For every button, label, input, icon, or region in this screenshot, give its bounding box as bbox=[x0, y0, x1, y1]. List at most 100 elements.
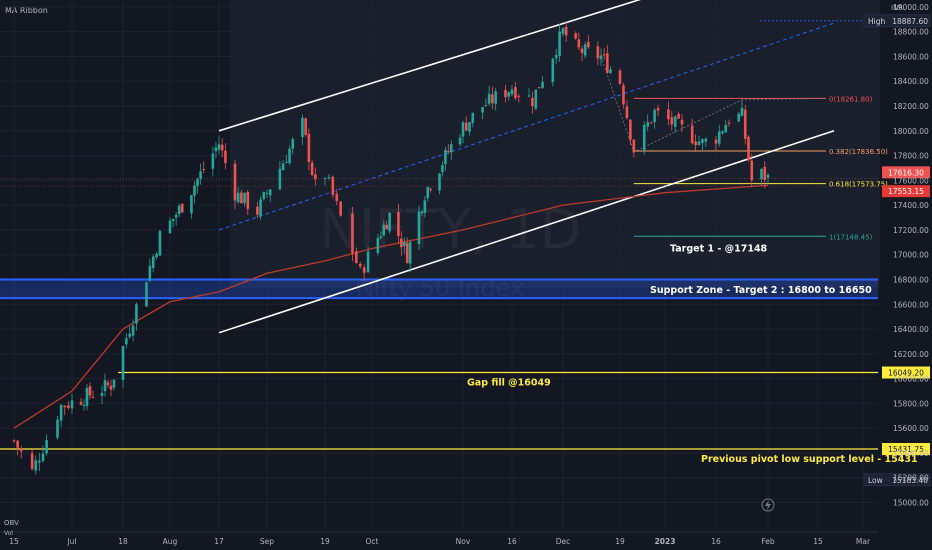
y-tick-label: 15600.00 bbox=[893, 424, 929, 433]
candle-body bbox=[38, 460, 41, 463]
candle-body bbox=[382, 224, 386, 236]
candle-body bbox=[82, 405, 86, 407]
candle-body bbox=[335, 193, 339, 202]
candle-body bbox=[243, 192, 246, 204]
candle-body bbox=[649, 122, 653, 124]
candle-body bbox=[56, 419, 59, 438]
last-price-text: 17553.15 bbox=[888, 187, 924, 196]
trend-channel bbox=[218, 0, 835, 334]
x-tick-label: 2023 bbox=[655, 537, 676, 546]
vol-label: Vol bbox=[4, 530, 13, 537]
level-label: Previous pivot low support level - 15431 bbox=[701, 454, 918, 465]
target1-label: Target 1 - @17148 bbox=[670, 243, 768, 254]
candle-body bbox=[653, 109, 656, 123]
price-axis[interactable]: 15000.00 15200.00 15400.00 15600.00 15800.00… bbox=[893, 0, 929, 508]
x-tick-label: Nov bbox=[456, 537, 471, 546]
lightning-icon[interactable] bbox=[761, 498, 775, 512]
x-tick-label: Dec bbox=[556, 537, 571, 546]
candle-body bbox=[327, 176, 331, 178]
candle-body bbox=[517, 95, 521, 97]
candle-body bbox=[458, 137, 462, 145]
candle-body bbox=[750, 160, 754, 181]
last-price-tag bbox=[882, 185, 930, 198]
candle-body bbox=[558, 31, 561, 56]
candle-body bbox=[487, 93, 491, 104]
candle-body bbox=[125, 338, 128, 345]
x-tick-label: 16 bbox=[507, 537, 517, 546]
candle-body bbox=[701, 139, 704, 144]
support-zone-band bbox=[0, 279, 878, 299]
time-axis[interactable]: 15 Jul 18 Aug 17 Sep 19 Oct Nov 16 Dec 19 2023 16 Feb 1… bbox=[0, 531, 878, 546]
y-tick-label: 15800.00 bbox=[893, 399, 929, 408]
extreme-tag-value: 18887.60 bbox=[892, 17, 928, 26]
x-tick-label: 18 bbox=[118, 537, 128, 546]
candle-body bbox=[438, 173, 441, 191]
candle-body bbox=[148, 265, 152, 281]
y-tick-label: 17800.00 bbox=[893, 152, 929, 161]
extreme-tag bbox=[863, 14, 931, 28]
candle-body bbox=[45, 440, 48, 454]
candle-body bbox=[714, 139, 718, 144]
candle-body bbox=[202, 169, 205, 171]
candle-body bbox=[180, 203, 184, 213]
candle-body bbox=[135, 304, 138, 324]
candle-body bbox=[362, 267, 366, 273]
y-tick-label: 15200.00 bbox=[893, 474, 929, 483]
candle-body bbox=[193, 185, 196, 196]
level-label: Gap fill @16049 bbox=[467, 378, 551, 389]
candle-body bbox=[510, 89, 514, 95]
candle-body bbox=[388, 212, 391, 232]
candle-body bbox=[642, 124, 646, 151]
x-tick-label: 16 bbox=[711, 537, 721, 546]
candle-body bbox=[233, 163, 237, 201]
candle-body bbox=[420, 211, 424, 214]
candle-body bbox=[220, 144, 224, 151]
candle-body bbox=[199, 171, 202, 179]
candle-body bbox=[217, 144, 221, 150]
candle-body bbox=[580, 48, 584, 54]
candle-body bbox=[727, 122, 731, 124]
candle-body bbox=[747, 136, 750, 161]
candle-body bbox=[177, 205, 181, 215]
candle-body bbox=[91, 396, 95, 398]
candle-body bbox=[724, 124, 728, 133]
candle-body bbox=[690, 125, 694, 144]
y-tick-label: 15400.00 bbox=[893, 449, 929, 458]
candle-body bbox=[34, 460, 38, 471]
candle-body bbox=[481, 107, 484, 113]
x-tick-label: 15 bbox=[813, 537, 823, 546]
candle-body bbox=[766, 174, 770, 178]
fib-connector bbox=[600, 56, 827, 153]
x-tick-label: 15 bbox=[9, 537, 19, 546]
candle-body bbox=[760, 169, 763, 180]
candle-body bbox=[632, 139, 636, 153]
candle-body bbox=[351, 213, 354, 254]
candle-body bbox=[405, 242, 409, 264]
candle-body bbox=[471, 112, 475, 123]
candle-body bbox=[609, 69, 612, 73]
candle-body bbox=[103, 380, 107, 392]
indicator-label[interactable]: MA Ribbon bbox=[5, 6, 48, 15]
candle-body bbox=[461, 122, 465, 137]
y-tick-label: 16600.00 bbox=[893, 300, 929, 309]
candle-body bbox=[426, 187, 430, 199]
candle-body bbox=[423, 200, 427, 213]
candle-body bbox=[717, 131, 721, 144]
candle-body bbox=[537, 87, 541, 89]
fibonacci-levels: 0(18261.80) 0.382(17836.50) 0.618(17573.75… bbox=[600, 56, 888, 241]
candle-body bbox=[106, 382, 110, 386]
candle-body bbox=[656, 107, 660, 111]
candle-body bbox=[224, 150, 227, 163]
candle-body bbox=[680, 119, 684, 125]
candle-body bbox=[622, 85, 625, 105]
candle-body bbox=[259, 199, 262, 217]
candle-body bbox=[385, 224, 388, 230]
level-price-text: 15431.75 bbox=[888, 445, 924, 454]
candle-body bbox=[721, 131, 724, 134]
candle-body bbox=[541, 81, 544, 88]
candle-body bbox=[285, 162, 288, 164]
fib-label: 0(18261.80) bbox=[829, 95, 873, 103]
candle-body bbox=[561, 28, 565, 34]
candles bbox=[12, 21, 770, 475]
